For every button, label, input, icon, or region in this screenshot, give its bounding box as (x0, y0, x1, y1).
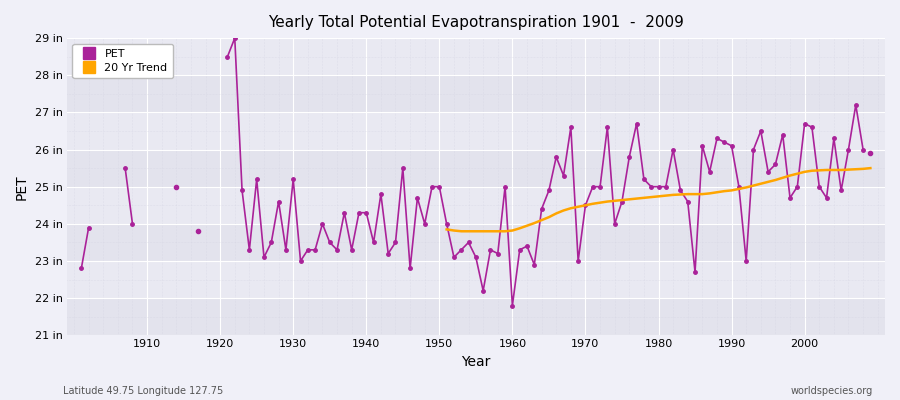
Bar (67, 112, 885, 150)
Legend: PET, 20 Yr Trend: PET, 20 Yr Trend (72, 44, 173, 78)
X-axis label: Year: Year (461, 355, 491, 369)
Bar (67, 261, 885, 298)
Bar (67, 150, 885, 187)
Bar (67, 187, 885, 224)
Bar (67, 298, 885, 335)
Text: Latitude 49.75 Longitude 127.75: Latitude 49.75 Longitude 127.75 (63, 386, 223, 396)
Bar (67, 75, 885, 112)
Bar (67, 38, 885, 75)
Title: Yearly Total Potential Evapotranspiration 1901  -  2009: Yearly Total Potential Evapotranspiratio… (268, 15, 684, 30)
Text: worldspecies.org: worldspecies.org (791, 386, 873, 396)
Bar (67, 224, 885, 261)
Y-axis label: PET: PET (15, 174, 29, 200)
